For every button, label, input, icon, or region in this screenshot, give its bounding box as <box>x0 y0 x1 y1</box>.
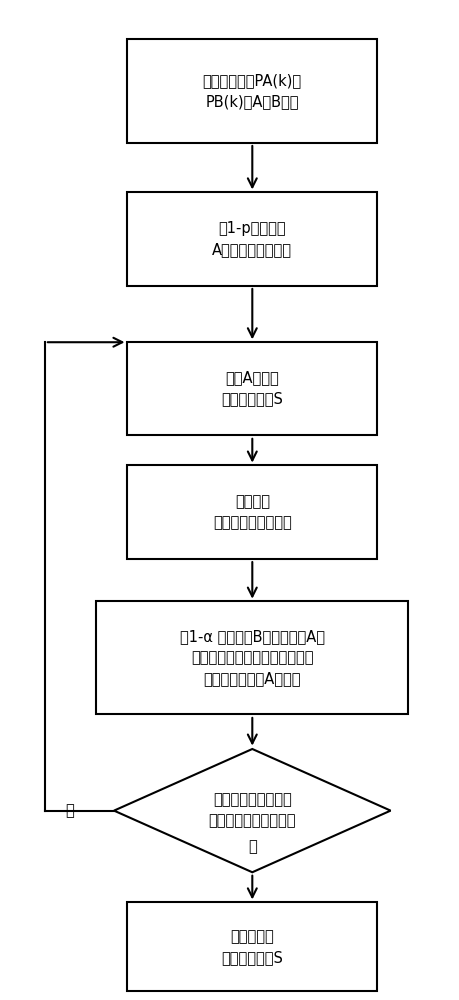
Text: 否: 否 <box>247 840 256 855</box>
FancyBboxPatch shape <box>96 601 408 714</box>
FancyBboxPatch shape <box>127 39 376 143</box>
Text: 求得A网络中
最大连通分量S: 求得A网络中 最大连通分量S <box>221 371 283 407</box>
Text: 得到稳态时
最大连通分量S: 得到稳态时 最大连通分量S <box>221 929 283 965</box>
Text: 删除脱离
最大连通分量的节点: 删除脱离 最大连通分量的节点 <box>213 494 291 530</box>
Polygon shape <box>114 749 390 872</box>
FancyBboxPatch shape <box>127 902 376 991</box>
FancyBboxPatch shape <box>127 342 376 435</box>
Text: 生成度分布为PA(k)，
PB(k)的A，B网络: 生成度分布为PA(k)， PB(k)的A，B网络 <box>202 73 301 109</box>
Text: 以1-α 概率删除B网络中对应A网
络被删除节点的耦合节点的邻居
的剩余连接边（A网络）: 以1-α 概率删除B网络中对应A网 络被删除节点的耦合节点的邻居 的剩余连接边（… <box>179 629 324 686</box>
Text: 是: 是 <box>65 803 73 818</box>
Text: 以1-p概率删除
A网络中一部分节点: 以1-p概率删除 A网络中一部分节点 <box>212 221 291 257</box>
FancyBboxPatch shape <box>127 192 376 286</box>
FancyBboxPatch shape <box>127 465 376 559</box>
Text: 网络中存在孤立节点
（不在最大连通分量）: 网络中存在孤立节点 （不在最大连通分量） <box>208 793 296 829</box>
